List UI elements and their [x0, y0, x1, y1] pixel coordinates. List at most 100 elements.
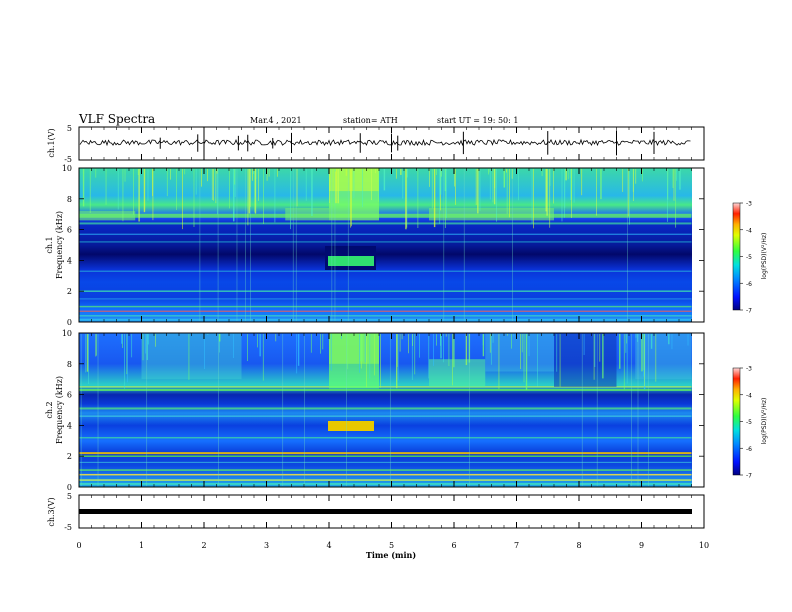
ch1-frequency-label: Frequency (kHz): [55, 211, 64, 279]
frequency-band: [79, 436, 692, 439]
frequency-band: [79, 415, 692, 417]
time-tick-label: 3: [264, 541, 269, 550]
ch1-colorbar-gradient: [732, 202, 741, 311]
ch1-waveform-line: [79, 138, 691, 147]
frequency-band: [79, 213, 692, 218]
time-axis-tick-labels: 0 1 2 3 4 5 6 7 8 9 10: [76, 541, 709, 550]
ch3-waveform-panel: 5 -5 ch.3(V): [47, 492, 705, 532]
ch2-spectrogram-bands: [79, 386, 692, 485]
frequency-band: [79, 469, 692, 471]
ch2-channel-label: ch.2: [45, 401, 54, 418]
chart-date: Mar.4 , 2021: [250, 116, 302, 125]
ch1-spectrogram-panel: 0 2 4 6 8 10 ch.1 Frequency (kHz): [45, 164, 705, 327]
ch1-spectrogram-bands: [79, 213, 692, 321]
ch2-frequency-label: Frequency (kHz): [55, 376, 64, 444]
frequency-band: [79, 386, 692, 388]
ch1-spectrogram-streaks: [79, 168, 681, 321]
time-tick-label: 8: [576, 541, 581, 550]
ch3-waveform-line: [79, 509, 692, 514]
frequency-band: [79, 233, 692, 235]
ch3-waveform-ylabel: ch.3(V): [47, 497, 56, 526]
frequency-band: [79, 241, 692, 243]
frequency-tick-label: 2: [67, 287, 72, 296]
spectral-patch: [429, 359, 486, 387]
ch1-waveform-spikes: [159, 130, 655, 156]
colorbar-tick-label: -7: [746, 308, 752, 315]
ch1-channel-label: ch.1: [45, 236, 54, 253]
colorbar-tick-label: -5: [746, 254, 752, 261]
ch3-ytick-top: 5: [67, 492, 72, 501]
frequency-band: [79, 315, 692, 317]
frequency-band: [79, 388, 692, 391]
frequency-band: [79, 298, 692, 300]
ch1-ytick-top: 5: [67, 124, 72, 133]
chart-station: station= ATH: [343, 116, 398, 125]
frequency-band: [79, 461, 692, 463]
chart-title: VLF Spectra: [78, 112, 155, 126]
spectral-patch: [554, 333, 617, 387]
frequency-tick-label: 10: [62, 164, 72, 173]
frequency-band: [79, 310, 692, 312]
spectral-patch: [141, 333, 242, 380]
spectral-patch: [79, 211, 136, 221]
frequency-band: [79, 479, 692, 481]
time-tick-label: 10: [699, 541, 709, 550]
frequency-band: [79, 455, 692, 457]
colorbar-tick-label: -5: [746, 419, 752, 426]
ch1-ytick-bottom: -5: [64, 155, 72, 164]
frequency-band: [79, 482, 692, 485]
colorbar-tick-label: -3: [746, 201, 752, 208]
frequency-tick-label: 6: [67, 391, 72, 400]
frequency-band: [79, 290, 692, 292]
time-tick-label: 6: [451, 541, 456, 550]
frequency-band: [79, 318, 692, 321]
ch1-spectrogram-yticks: 0 2 4 6 8 10: [62, 164, 704, 327]
ch1-empty-tail: [692, 168, 704, 322]
ch1-spectrogram-background: [79, 168, 692, 322]
frequency-tick-label: 8: [67, 360, 72, 369]
frequency-band: [79, 305, 692, 308]
frequency-band: [79, 407, 692, 410]
spectral-patch: [329, 333, 379, 364]
ch2-spectrogram-panel: 0 2 4 6 8 10 ch.2 Frequency (kHz): [45, 329, 705, 492]
ch1-enhanced-band: [328, 256, 374, 266]
ch2-enhanced-band: [328, 421, 374, 431]
ch1-colorbar: -3 -4 -5 -6 -7 log(PSD)(V²/Hz): [732, 201, 768, 315]
colorbar-tick-label: -6: [746, 446, 752, 453]
colorbar-tick-label: -3: [746, 366, 752, 373]
frequency-band: [79, 270, 692, 272]
time-axis-label: Time (min): [366, 550, 416, 560]
ch2-spectrogram-yticks: 0 2 4 6 8 10: [62, 329, 704, 492]
frequency-tick-label: 6: [67, 226, 72, 235]
time-tick-label: 7: [514, 541, 519, 550]
colorbar-tick-label: -7: [746, 473, 752, 480]
chart-start-time: start UT = 19: 50: 1: [437, 116, 518, 125]
frequency-tick-label: 0: [67, 318, 72, 327]
colorbar-tick-label: -4: [746, 392, 752, 399]
ch2-spectrogram-streaks: [80, 333, 692, 486]
ch2-empty-tail: [692, 333, 704, 487]
time-tick-label: 5: [389, 541, 394, 550]
spectral-patch: [285, 208, 329, 221]
frequency-tick-label: 4: [67, 421, 72, 430]
ch2-colorbar: -3 -4 -5 -6 -7 log(PSD)(V²/Hz): [732, 366, 768, 480]
spectral-patch: [485, 333, 554, 372]
frequency-tick-label: 8: [67, 195, 72, 204]
colorbar-tick-label: -4: [746, 227, 752, 234]
frequency-tick-label: 0: [67, 483, 72, 492]
ch2-colorbar-label: log(PSD)(V²/Hz): [761, 398, 768, 445]
frequency-band: [79, 452, 692, 455]
ch1-waveform-panel: 5 -5 ch.1(V): [47, 124, 705, 164]
frequency-band: [79, 222, 692, 225]
frequency-tick-label: 10: [62, 329, 72, 338]
time-tick-label: 9: [639, 541, 644, 550]
ch2-colorbar-gradient: [732, 367, 741, 476]
ch1-colorbar-ticks: -3 -4 -5 -6 -7: [740, 201, 752, 315]
time-axis-ticks: [78, 127, 705, 528]
ch1-waveform-ylabel: ch.1(V): [47, 128, 56, 157]
ch1-colorbar-label: log(PSD)(V²/Hz): [761, 233, 768, 280]
ch2-colorbar-ticks: -3 -4 -5 -6 -7: [740, 366, 752, 480]
time-tick-label: 0: [76, 541, 81, 550]
time-tick-label: 1: [139, 541, 144, 550]
